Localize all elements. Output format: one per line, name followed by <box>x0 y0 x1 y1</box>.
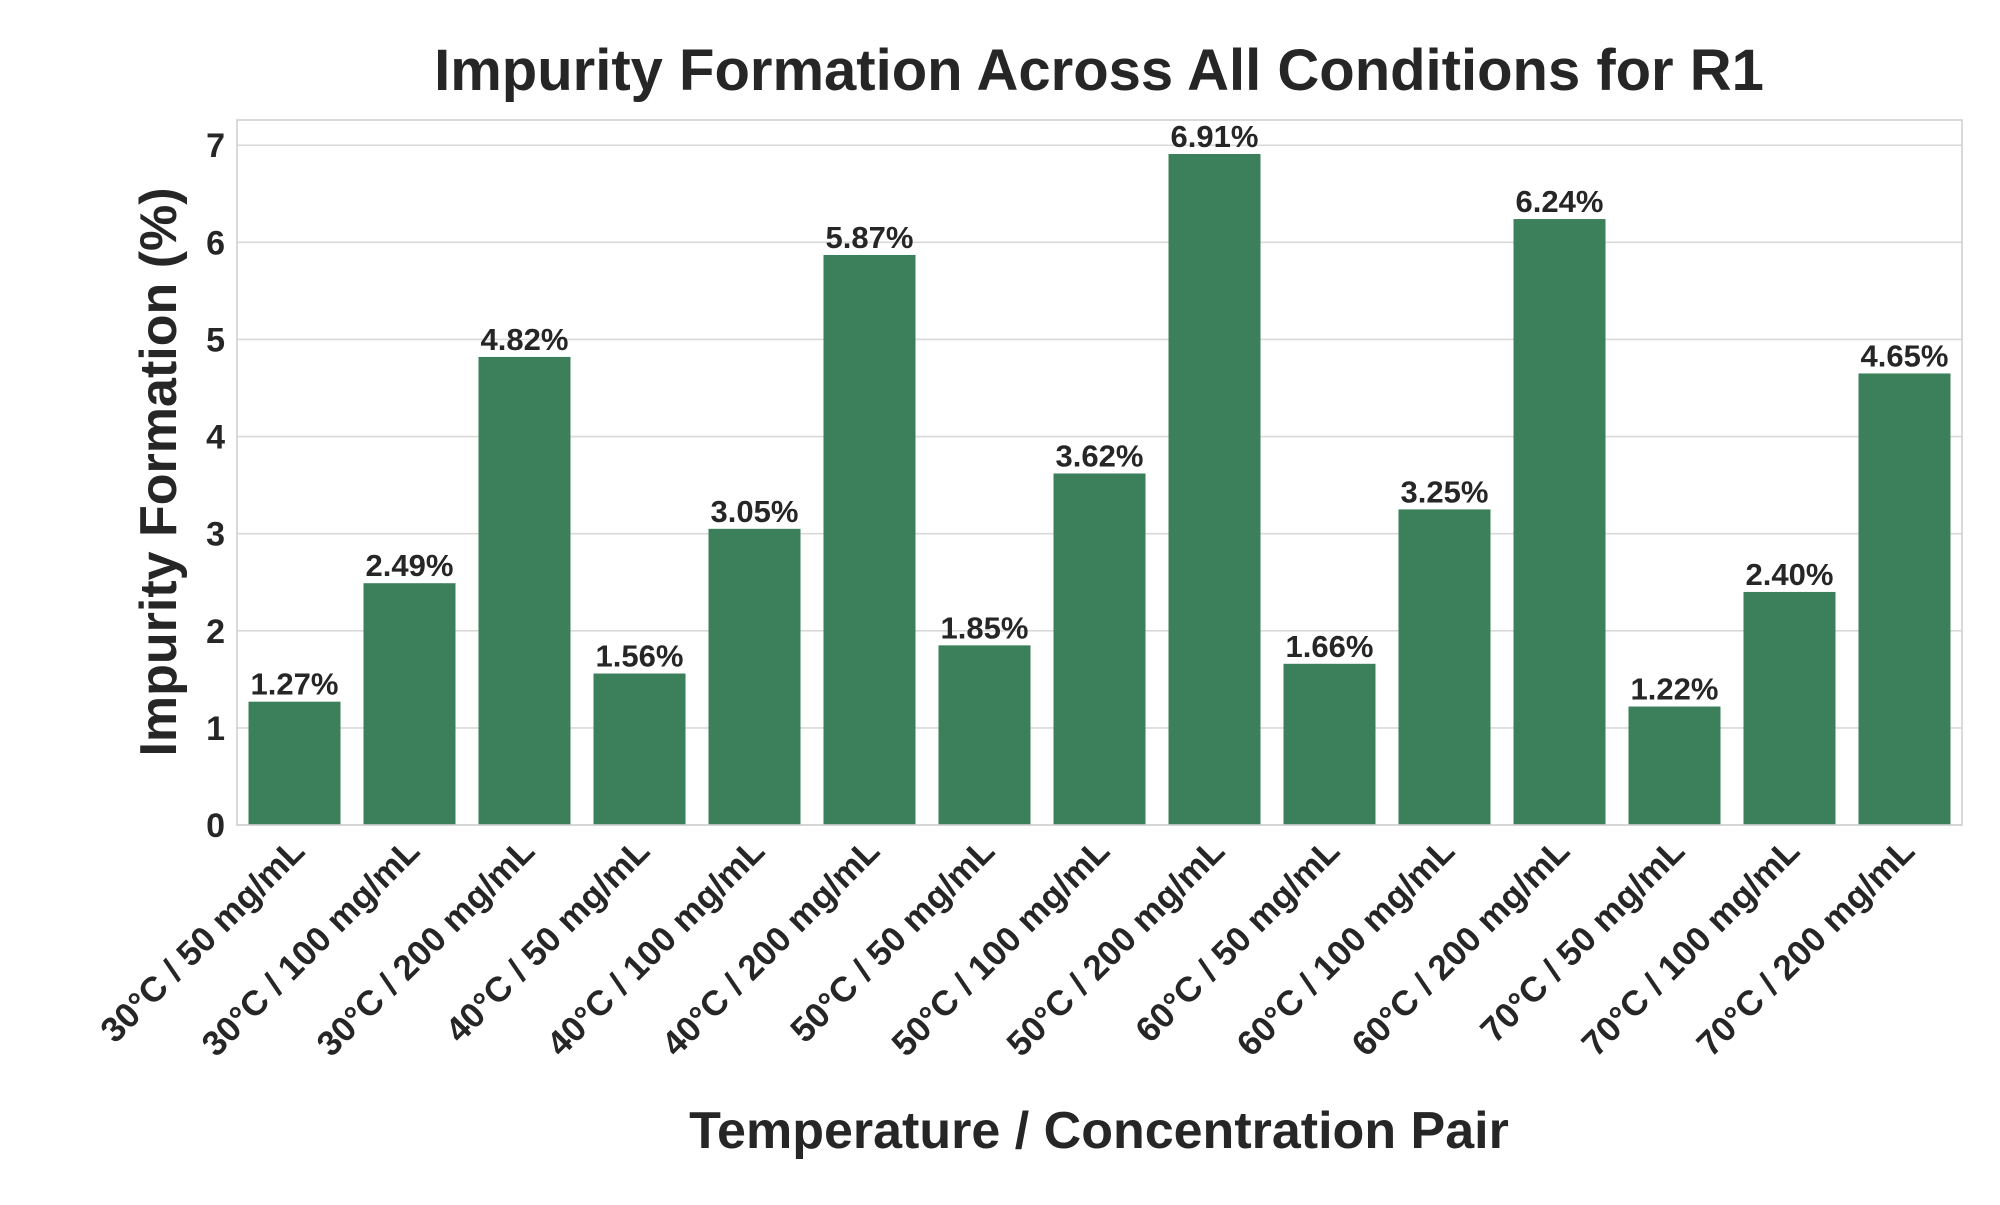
x-tick-label: 30°C / 200 mg/mL <box>309 831 542 1064</box>
bar <box>479 357 571 825</box>
bar <box>1744 592 1836 825</box>
data-label: 2.40% <box>1746 557 1834 592</box>
x-axis-label: Temperature / Concentration Pair <box>689 1102 1509 1160</box>
bar <box>939 645 1031 825</box>
data-label: 1.27% <box>251 667 339 702</box>
bar <box>249 702 341 825</box>
y-tick-label: 4 <box>206 419 225 457</box>
x-tick-label: 40°C / 50 mg/mL <box>438 831 657 1050</box>
x-tick-label: 50°C / 100 mg/mL <box>884 831 1117 1064</box>
data-label: 4.65% <box>1861 338 1949 373</box>
y-tick-label: 6 <box>206 224 225 262</box>
y-tick-labels: 0 1 2 3 4 5 6 7 <box>206 127 225 845</box>
x-tick-label: 60°C / 50 mg/mL <box>1128 831 1347 1050</box>
y-tick-label: 0 <box>206 807 225 845</box>
x-tick-label: 40°C / 200 mg/mL <box>654 831 887 1064</box>
y-tick-label: 1 <box>206 710 225 748</box>
bar <box>1054 473 1146 825</box>
bar <box>709 529 801 825</box>
x-tick-label: 70°C / 100 mg/mL <box>1574 831 1807 1064</box>
x-tick-label: 50°C / 50 mg/mL <box>783 831 1002 1050</box>
data-label: 6.91% <box>1171 119 1259 154</box>
data-label: 4.82% <box>481 322 569 357</box>
data-label: 3.62% <box>1056 438 1144 473</box>
bar <box>1629 707 1721 825</box>
data-label: 1.56% <box>596 639 684 674</box>
y-axis-label: Impurity Formation (%) <box>130 187 188 756</box>
data-label: 3.25% <box>1401 474 1489 509</box>
data-label: 3.05% <box>711 494 799 529</box>
data-label: 1.85% <box>941 610 1029 645</box>
bar <box>1859 373 1951 825</box>
x-tick-label: 50°C / 200 mg/mL <box>999 831 1232 1064</box>
x-tick-label: 70°C / 50 mg/mL <box>1473 831 1692 1050</box>
bar <box>1514 219 1606 825</box>
data-label: 2.49% <box>366 548 454 583</box>
bar <box>1169 154 1261 825</box>
x-tick-label: 40°C / 100 mg/mL <box>539 831 772 1064</box>
x-tick-label: 60°C / 200 mg/mL <box>1344 831 1577 1064</box>
bar <box>824 255 916 825</box>
y-tick-label: 5 <box>206 321 225 359</box>
data-label: 1.66% <box>1286 629 1374 664</box>
y-tick-label: 2 <box>206 613 225 651</box>
x-tick-label: 30°C / 50 mg/mL <box>93 831 312 1050</box>
bars <box>249 154 1951 825</box>
data-label: 6.24% <box>1516 184 1604 219</box>
chart-title: Impurity Formation Across All Conditions… <box>434 38 1764 103</box>
bar <box>594 674 686 825</box>
bar <box>364 583 456 825</box>
y-tick-label: 7 <box>206 127 225 165</box>
x-tick-label: 30°C / 100 mg/mL <box>194 831 427 1064</box>
x-tick-label: 60°C / 100 mg/mL <box>1229 831 1462 1064</box>
data-label: 1.22% <box>1631 672 1719 707</box>
bar <box>1399 509 1491 825</box>
data-label: 5.87% <box>826 220 914 255</box>
x-tick-label: 70°C / 200 mg/mL <box>1689 831 1922 1064</box>
y-tick-label: 3 <box>206 516 225 554</box>
bar <box>1284 664 1376 825</box>
